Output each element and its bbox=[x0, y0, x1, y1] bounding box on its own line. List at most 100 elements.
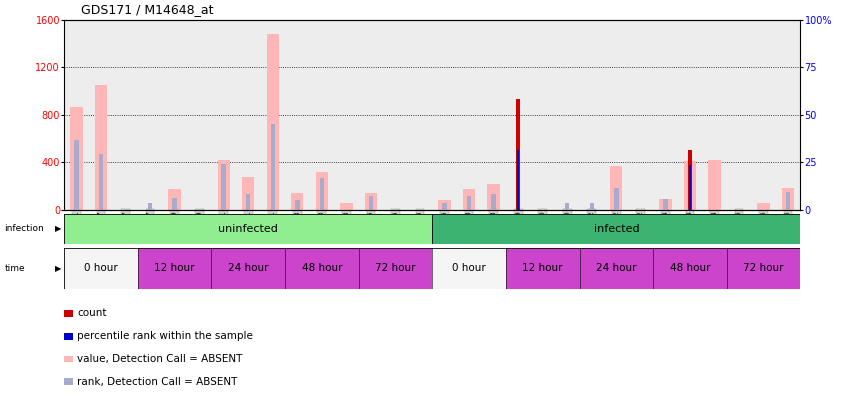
Bar bbox=[187, 20, 211, 210]
Bar bbox=[310, 20, 334, 210]
Bar bbox=[687, 150, 693, 210]
Bar bbox=[467, 196, 472, 210]
Bar bbox=[64, 310, 73, 317]
Text: infected: infected bbox=[593, 224, 639, 234]
Bar bbox=[295, 200, 300, 210]
Text: GDS171 / M14648_at: GDS171 / M14648_at bbox=[81, 3, 214, 16]
Bar bbox=[334, 20, 359, 210]
Bar bbox=[64, 214, 432, 244]
Bar bbox=[457, 20, 481, 210]
Text: 12 hour: 12 hour bbox=[154, 263, 195, 273]
Text: 72 hour: 72 hour bbox=[743, 263, 784, 273]
Bar bbox=[443, 203, 447, 210]
Bar bbox=[340, 203, 353, 210]
Bar bbox=[285, 20, 310, 210]
Bar bbox=[628, 20, 653, 210]
Bar bbox=[64, 356, 73, 362]
Text: time: time bbox=[4, 264, 25, 273]
Text: 12 hour: 12 hour bbox=[522, 263, 563, 273]
Bar bbox=[359, 248, 432, 289]
Bar bbox=[291, 193, 303, 210]
Bar bbox=[319, 178, 324, 210]
Bar bbox=[217, 160, 229, 210]
Bar bbox=[659, 199, 671, 210]
Bar bbox=[580, 248, 653, 289]
Bar bbox=[407, 20, 432, 210]
Bar bbox=[70, 107, 82, 210]
Bar bbox=[580, 20, 604, 210]
Text: 24 hour: 24 hour bbox=[596, 263, 637, 273]
Bar bbox=[172, 198, 177, 210]
Bar bbox=[487, 184, 500, 210]
Bar bbox=[365, 193, 377, 210]
Bar bbox=[138, 248, 211, 289]
Bar bbox=[786, 192, 790, 210]
Bar bbox=[590, 203, 594, 210]
Bar bbox=[211, 248, 285, 289]
Text: 0 hour: 0 hour bbox=[452, 263, 486, 273]
Text: uninfected: uninfected bbox=[218, 224, 278, 234]
Bar bbox=[246, 194, 251, 210]
Bar bbox=[242, 177, 254, 210]
Bar bbox=[653, 248, 727, 289]
Bar bbox=[653, 20, 678, 210]
Bar bbox=[138, 20, 163, 210]
Text: 48 hour: 48 hour bbox=[669, 263, 710, 273]
Bar bbox=[491, 194, 496, 210]
Bar bbox=[64, 333, 73, 340]
Bar bbox=[432, 20, 457, 210]
Bar bbox=[689, 165, 691, 210]
Bar bbox=[782, 188, 794, 210]
Bar bbox=[74, 140, 79, 210]
Bar bbox=[531, 20, 555, 210]
Bar bbox=[663, 199, 668, 210]
Bar bbox=[64, 248, 138, 289]
Bar bbox=[383, 20, 407, 210]
Text: 72 hour: 72 hour bbox=[375, 263, 416, 273]
Bar bbox=[270, 124, 275, 210]
Bar bbox=[758, 203, 770, 210]
Bar bbox=[211, 20, 236, 210]
Bar bbox=[222, 164, 226, 210]
Bar bbox=[113, 20, 138, 210]
Bar bbox=[369, 196, 373, 210]
Bar bbox=[266, 34, 279, 210]
Bar bbox=[463, 189, 475, 210]
Bar bbox=[727, 248, 800, 289]
Text: ▶: ▶ bbox=[55, 264, 62, 273]
Bar bbox=[727, 20, 752, 210]
Bar bbox=[285, 248, 359, 289]
Bar bbox=[260, 20, 285, 210]
Bar bbox=[687, 167, 693, 210]
Text: 24 hour: 24 hour bbox=[228, 263, 269, 273]
Text: value, Detection Call = ABSENT: value, Detection Call = ABSENT bbox=[77, 354, 243, 364]
Bar bbox=[517, 150, 520, 210]
Bar bbox=[169, 189, 181, 210]
Text: rank, Detection Call = ABSENT: rank, Detection Call = ABSENT bbox=[77, 377, 238, 387]
Bar bbox=[684, 161, 696, 210]
Text: percentile rank within the sample: percentile rank within the sample bbox=[77, 331, 253, 341]
Bar bbox=[708, 160, 721, 210]
Bar bbox=[604, 20, 628, 210]
Bar bbox=[481, 20, 506, 210]
Bar bbox=[64, 379, 73, 385]
Bar bbox=[516, 150, 520, 210]
Bar bbox=[752, 20, 776, 210]
Bar bbox=[516, 99, 520, 210]
Text: 48 hour: 48 hour bbox=[301, 263, 342, 273]
Text: infection: infection bbox=[4, 224, 44, 233]
Bar bbox=[614, 188, 619, 210]
Bar bbox=[236, 20, 260, 210]
Bar bbox=[702, 20, 727, 210]
Bar bbox=[506, 248, 580, 289]
Bar bbox=[98, 154, 104, 210]
Bar bbox=[610, 166, 622, 210]
Bar bbox=[95, 85, 107, 210]
Bar bbox=[64, 20, 89, 210]
Bar bbox=[678, 20, 702, 210]
Bar bbox=[438, 200, 450, 210]
Text: count: count bbox=[77, 308, 107, 318]
Text: 0 hour: 0 hour bbox=[84, 263, 118, 273]
Bar bbox=[316, 172, 328, 210]
Bar bbox=[565, 203, 569, 210]
